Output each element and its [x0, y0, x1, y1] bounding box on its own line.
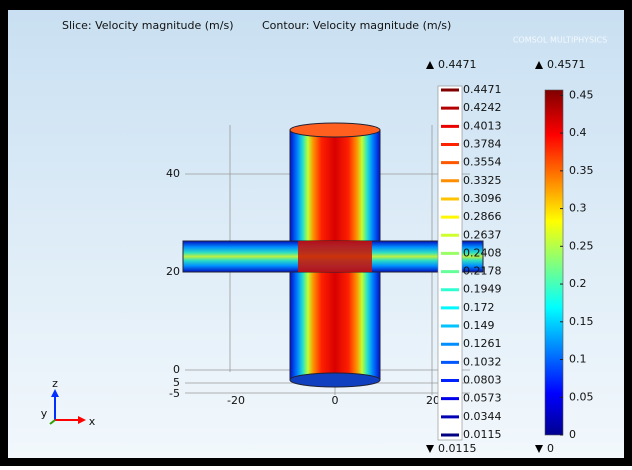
contour-level-label: 0.0115 — [463, 428, 502, 441]
colorbar — [545, 90, 563, 435]
colorbar-tick-label: 0.45 — [569, 88, 594, 101]
contour-level-label: 0.3096 — [463, 192, 502, 205]
contour-level-label: 0.4013 — [463, 119, 502, 132]
colorbar-tick-label: 0.2 — [569, 277, 587, 290]
contour-level-label: 0.2178 — [463, 265, 502, 278]
contour-level-label: 0.2866 — [463, 210, 502, 223]
contour-level-label: 0.4471 — [463, 83, 502, 96]
colorbar-tick-label: 0.1 — [569, 353, 587, 366]
colorbar-tick-label: 0.05 — [569, 390, 594, 403]
contour-legend-box — [438, 86, 462, 440]
slice-min: 0 — [547, 442, 554, 455]
contour-max: 0.4471 — [438, 58, 477, 71]
logo: COMSOL MULTIPHYSICS — [513, 36, 607, 45]
contour-level-label: 0.4242 — [463, 101, 502, 114]
colorbar-tick-label: 0.25 — [569, 239, 594, 252]
contour-level-label: 0.2637 — [463, 228, 502, 241]
contour-title: Contour: Velocity magnitude (m/s) — [262, 19, 451, 32]
axis-tick-label: -20 — [227, 394, 245, 407]
axis-tick-label: -5 — [169, 387, 180, 400]
triad-label: x — [89, 415, 96, 428]
contour-level-label: 0.1949 — [463, 283, 502, 296]
contour-level-label: 0.3784 — [463, 137, 502, 150]
contour-level-label: 0.1032 — [463, 355, 502, 368]
contour-level-label: 0.3325 — [463, 174, 502, 187]
axis-tick-label: 20 — [166, 265, 180, 278]
contour-level-label: 0.3554 — [463, 156, 502, 169]
colorbar-tick-label: 0.3 — [569, 202, 587, 215]
comsol-view: Slice: Velocity magnitude (m/s) Contour:… — [0, 0, 632, 466]
colorbar-tick-label: 0.4 — [569, 126, 587, 139]
contour-level-label: 0.0573 — [463, 392, 502, 405]
triad-label: y — [41, 407, 48, 420]
axis-tick-label: 0 — [332, 394, 339, 407]
contour-min: 0.0115 — [438, 442, 477, 455]
contour-level-label: 0.1261 — [463, 337, 502, 350]
contour-level-label: 0.2408 — [463, 246, 502, 259]
contour-level-label: 0.0344 — [463, 410, 502, 423]
contour-level-label: 0.172 — [463, 301, 495, 314]
slice-title: Slice: Velocity magnitude (m/s) — [62, 19, 234, 32]
slice-max: 0.4571 — [547, 58, 586, 71]
colorbar-tick-label: 0.35 — [569, 164, 594, 177]
contour-level-label: 0.0803 — [463, 374, 502, 387]
colorbar-tick-label: 0.15 — [569, 315, 594, 328]
colorbar-tick-label: 0 — [569, 428, 576, 441]
axis-tick-label: 0 — [173, 363, 180, 376]
triad-label: z — [52, 377, 58, 390]
axis-tick-label: 40 — [166, 167, 180, 180]
contour-level-label: 0.149 — [463, 319, 495, 332]
